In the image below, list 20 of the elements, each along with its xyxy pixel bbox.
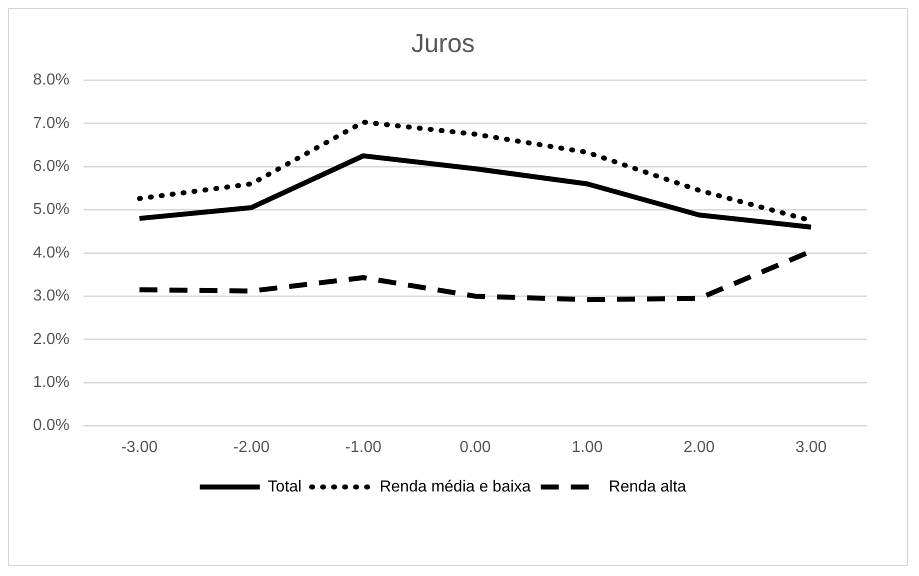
x-tick-label: -1.00: [345, 438, 382, 456]
y-tick-label: 5.0%: [33, 201, 70, 218]
x-tick-label: 0.00: [460, 438, 491, 456]
y-tick-label: 1.0%: [33, 374, 70, 392]
y-tick-label: 3.0%: [33, 288, 70, 305]
y-tick-label: 2.0%: [33, 330, 70, 348]
y-tick-label: 8.0%: [33, 72, 70, 89]
x-tick-label: 1.00: [572, 438, 603, 456]
legend-label: Total: [268, 478, 302, 496]
y-tick-label: 4.0%: [33, 244, 70, 262]
legend-label: Renda alta: [608, 478, 686, 496]
chart-title: Juros: [411, 28, 475, 58]
legend-label: Renda média e baixa: [380, 478, 531, 496]
x-tick-label: 2.00: [684, 438, 715, 456]
x-tick-label: 3.00: [795, 438, 827, 456]
x-tick-label: -3.00: [121, 438, 158, 456]
y-tick-label: 6.0%: [33, 158, 70, 176]
y-tick-label: 0.0%: [33, 417, 70, 434]
y-tick-label: 7.0%: [33, 114, 70, 132]
x-tick-label: -2.00: [233, 438, 270, 456]
